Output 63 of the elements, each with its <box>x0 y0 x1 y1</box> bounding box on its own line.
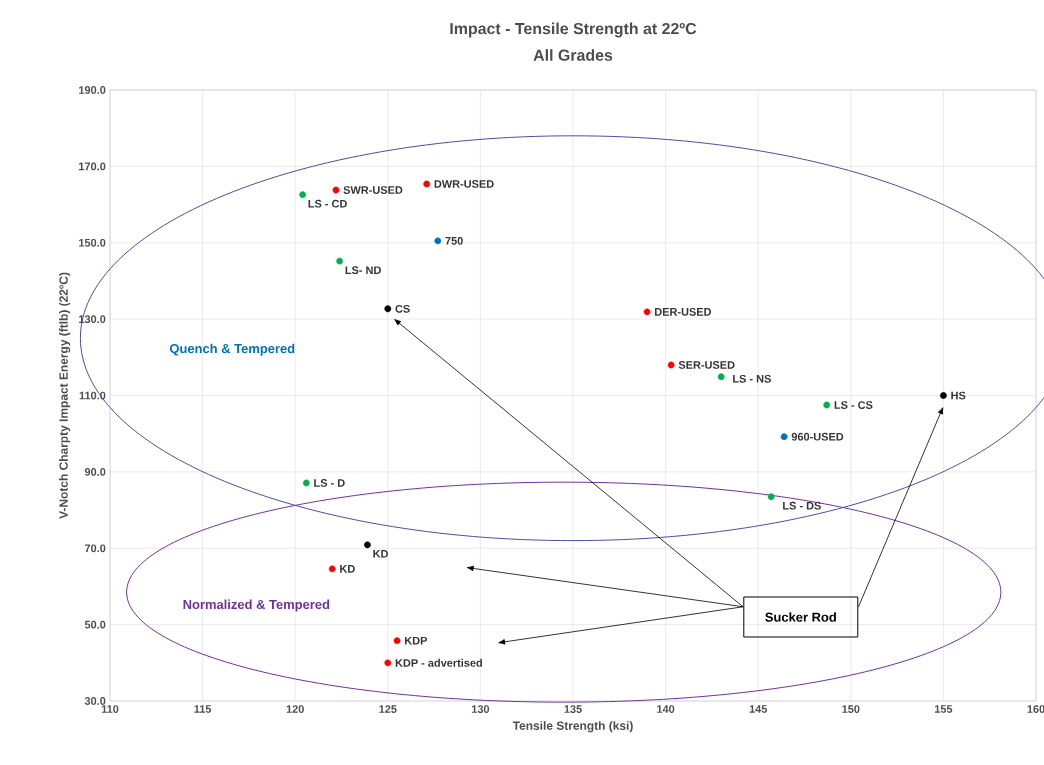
x-tick-label: 110 <box>101 705 119 713</box>
x-tick-label: 120 <box>286 705 304 713</box>
point <box>384 305 392 313</box>
series-label: LS - CS <box>834 401 873 409</box>
y-tick-label: 130.0 <box>79 315 106 324</box>
y-tick-label: 90.0 <box>84 468 106 476</box>
series-label: LS- ND <box>345 266 381 275</box>
series-label: LS - CD <box>308 199 347 208</box>
series-label: KD <box>340 565 355 573</box>
series-label: KDP - advertised <box>395 658 482 667</box>
point <box>423 180 431 188</box>
series-label: SER-USED <box>678 361 735 369</box>
x-tick-label: 140 <box>657 705 675 713</box>
x-tick-label: 150 <box>842 705 860 713</box>
y-tick-label: 190.0 <box>79 86 106 94</box>
x-axis-title: Tensile Strength (ksi) <box>512 721 633 733</box>
point <box>767 493 775 501</box>
series-label: LS - NS <box>733 374 771 383</box>
y-tick-label: 70.0 <box>84 544 106 553</box>
point <box>332 186 340 194</box>
point <box>328 565 336 573</box>
point <box>299 191 306 199</box>
series-label: KD <box>373 550 388 558</box>
x-tick-label: 115 <box>194 705 212 713</box>
series-label: LS - D <box>314 479 345 487</box>
x-tick-label: 145 <box>749 705 768 713</box>
point <box>940 392 947 399</box>
point <box>823 401 831 409</box>
y-tick-label: 50.0 <box>84 620 106 629</box>
point <box>384 659 392 667</box>
point <box>434 237 442 245</box>
point <box>643 308 651 316</box>
x-tick-label: 130 <box>471 705 490 713</box>
x-tick-label: 155 <box>934 705 953 713</box>
point <box>667 361 675 369</box>
x-tick-label: 160 <box>1027 705 1044 713</box>
y-tick-label: 150.0 <box>79 238 106 247</box>
series-label: 750 <box>445 236 463 245</box>
x-tick-label: 135 <box>564 705 582 713</box>
chart-subtitle: All Grades <box>533 49 613 61</box>
annotation: Sucker Rod <box>765 612 836 622</box>
series-label: DER-USED <box>655 308 712 316</box>
point <box>780 433 788 441</box>
point <box>302 479 310 487</box>
y-tick-label: 170.0 <box>79 162 106 171</box>
series-label: LS - DS <box>783 501 821 510</box>
annotation: Quench & Tempered <box>169 343 295 356</box>
series-label: CS <box>395 304 410 313</box>
chart-title: Impact - Tensile Strength at 22ºC <box>450 22 697 38</box>
point <box>364 541 371 549</box>
series-label: KDP <box>405 636 428 645</box>
y-tick-label: 110.0 <box>79 391 106 400</box>
point <box>393 637 401 645</box>
y-tick-label: 30.0 <box>84 697 106 705</box>
series-label: HS <box>951 391 966 400</box>
point <box>717 373 725 381</box>
series-label: DWR-USED <box>434 180 494 188</box>
series-label: 960-USED <box>791 432 844 441</box>
series-label: SWR-USED <box>343 186 403 194</box>
x-tick-label: 125 <box>379 705 397 713</box>
y-axis-title: V-Notch Charpty Impact Energy (ftlb) (22ºC) <box>59 272 71 519</box>
annotation: Normalized & Tempered <box>183 599 330 612</box>
point <box>336 257 344 265</box>
